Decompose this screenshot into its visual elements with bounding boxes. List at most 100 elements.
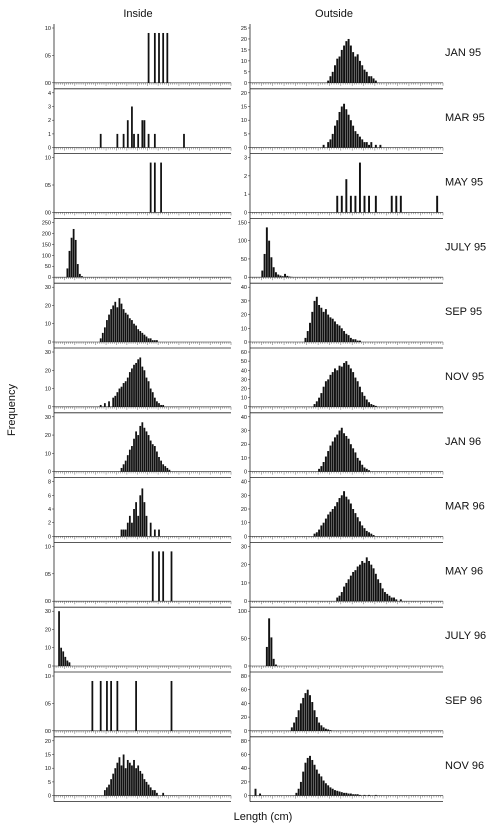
histogram-bar — [334, 506, 336, 537]
histogram-bar — [352, 571, 355, 602]
y-tick-label: 20 — [45, 627, 51, 633]
histogram-bar — [122, 464, 125, 472]
histogram-bar — [313, 300, 316, 342]
histogram-bar — [120, 467, 123, 472]
histogram-bar — [290, 727, 293, 731]
histogram-bar — [281, 276, 284, 278]
histogram-bar — [153, 790, 156, 796]
histogram-bar — [156, 451, 158, 472]
histogram-bar — [151, 392, 154, 407]
histogram-bar — [147, 784, 150, 796]
histogram-bar — [327, 451, 330, 472]
y-tick-label: 10 — [45, 674, 51, 680]
histogram-bar — [322, 780, 325, 796]
histogram-bar — [390, 195, 393, 213]
histogram-bar — [126, 314, 129, 342]
histogram-bar — [99, 133, 102, 148]
histogram-bar — [126, 455, 129, 472]
y-tick-label: 05 — [45, 183, 51, 189]
y-tick-label: 10 — [45, 646, 51, 652]
outside-panel-0: 25 20 15 10 5 0 JAN 95 — [241, 24, 481, 90]
histogram-bar — [128, 318, 131, 342]
histogram-bar — [143, 427, 146, 472]
histogram-bar — [340, 49, 343, 83]
histogram-bar — [295, 792, 298, 796]
inside-column-title: Inside — [123, 8, 152, 20]
histogram-bar — [141, 120, 144, 148]
histogram-bar — [270, 257, 273, 278]
y-tick-label: 4 — [48, 507, 51, 513]
histogram-bar — [343, 331, 346, 342]
month-label: MAY 95 — [445, 177, 483, 189]
y-tick-label: 25 — [241, 26, 247, 32]
histogram-bar — [309, 755, 311, 796]
inside-panel-7: 8 6 4 2 0 — [48, 477, 232, 543]
histogram-bar — [345, 109, 348, 148]
y-tick-label: 20 — [241, 507, 247, 513]
histogram-bar — [354, 339, 357, 342]
histogram-bar — [162, 551, 165, 602]
histogram-bar — [284, 273, 286, 278]
y-tick-label: 100 — [42, 253, 51, 259]
month-label: SEP 96 — [445, 695, 482, 707]
histogram-bar — [106, 320, 108, 342]
histogram-bar — [374, 144, 377, 148]
y-tick-label: 30 — [241, 299, 247, 305]
histogram-bar — [126, 759, 129, 796]
histogram-bar — [334, 368, 336, 407]
histogram-bar — [114, 395, 117, 407]
histogram-bar — [147, 133, 150, 148]
histogram-bar — [118, 757, 121, 796]
histogram-bar — [324, 381, 327, 407]
histogram-bar — [151, 340, 154, 342]
y-tick-label: 0 — [48, 534, 51, 540]
histogram-bar — [311, 311, 314, 342]
y-tick-label: 30 — [45, 350, 51, 356]
histogram-bar — [347, 499, 350, 537]
outside-panel-7: 40 30 20 10 0 MAR 96 — [241, 477, 485, 543]
y-tick-label: 40 — [241, 766, 247, 772]
outside-panel-1: 20 15 10 5 0 MAR 95 — [241, 88, 485, 155]
month-label: MAR 96 — [445, 501, 485, 513]
y-tick-label: 0 — [244, 405, 247, 411]
y-tick-label: 0 — [48, 146, 51, 152]
month-label: MAR 95 — [445, 112, 485, 124]
y-tick-label: 50 — [241, 637, 247, 643]
histogram-bar — [133, 509, 135, 537]
histogram-bar — [120, 529, 123, 537]
histogram-bar — [158, 551, 160, 602]
histogram-bar — [166, 32, 169, 83]
y-tick-label: 20 — [241, 442, 247, 448]
y-tick-label: 250 — [42, 220, 51, 226]
histogram-bar — [361, 392, 364, 407]
histogram-bar — [347, 364, 350, 407]
histogram-bar — [340, 366, 343, 407]
histogram-bar — [318, 468, 321, 472]
y-tick-label: 05 — [45, 572, 51, 578]
histogram-bar — [354, 452, 357, 472]
outside-panel-10: 80 60 40 20 0 SEP 96 — [241, 672, 482, 738]
histogram-bar — [158, 32, 160, 83]
histogram-bar — [372, 535, 375, 537]
y-tick-label: 10 — [241, 456, 247, 462]
histogram-bar — [122, 133, 125, 148]
histogram-bar — [354, 513, 357, 537]
outside-panel-3: 150 100 50 0 JULY 95 — [238, 218, 486, 284]
y-tick-label: 30 — [241, 429, 247, 435]
inside-panel-10: 10 05 00 — [45, 672, 232, 738]
histogram-bar — [133, 364, 135, 407]
histogram-bar — [368, 144, 371, 148]
y-tick-label: 20 — [241, 563, 247, 569]
y-tick-label: 20 — [241, 780, 247, 786]
histogram-bar — [361, 525, 364, 537]
y-tick-label: 05 — [45, 701, 51, 707]
histogram-bar — [358, 521, 361, 537]
histogram-bar — [279, 275, 282, 278]
histogram-bar — [349, 337, 352, 342]
histogram-bar — [374, 573, 377, 602]
histogram-bar — [297, 710, 300, 731]
histogram-bar — [327, 785, 330, 796]
histogram-bar — [74, 239, 77, 278]
histogram-bar — [135, 502, 137, 537]
histogram-bar — [122, 309, 125, 342]
